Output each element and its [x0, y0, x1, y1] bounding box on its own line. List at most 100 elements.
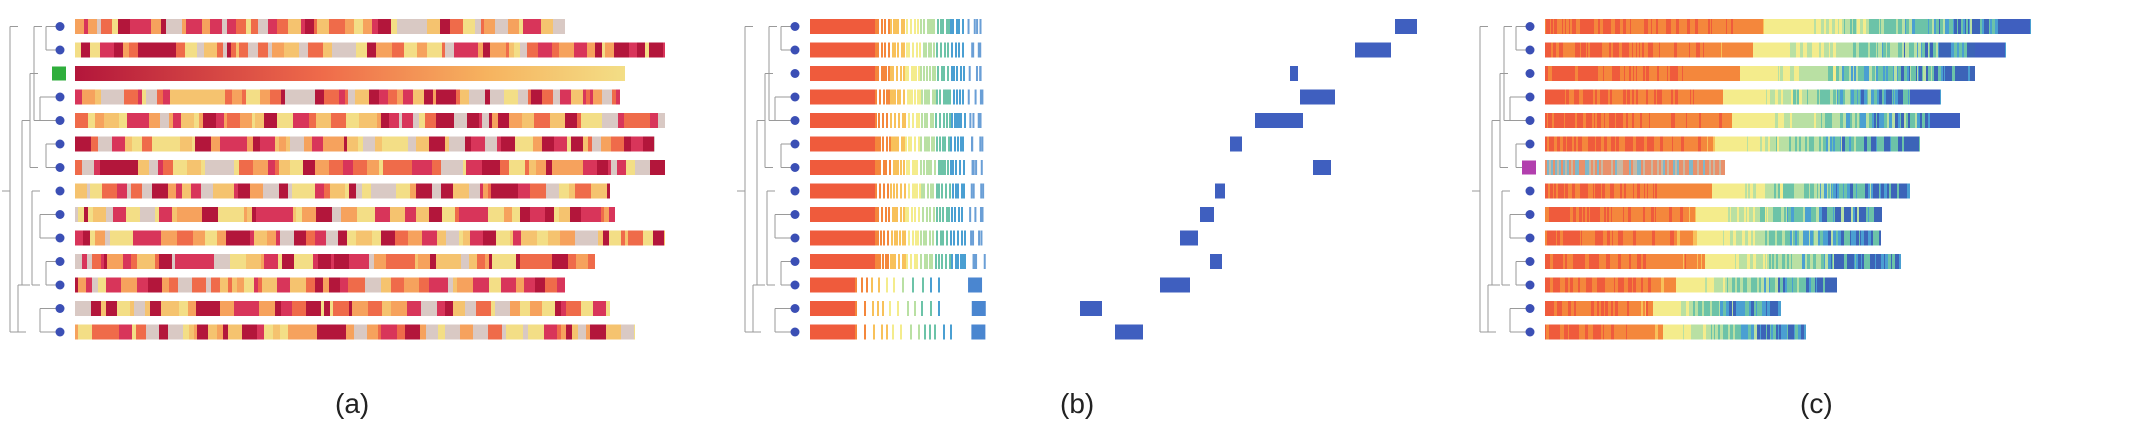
stripe — [917, 89, 919, 105]
stripe — [1695, 183, 1697, 199]
stripe — [1600, 207, 1601, 222]
stripe — [1548, 113, 1550, 128]
segment — [264, 113, 277, 128]
stripe — [1765, 136, 1768, 152]
stripe — [1755, 113, 1757, 128]
stripe — [1745, 230, 1746, 246]
stripe — [1747, 136, 1748, 152]
stripe — [1788, 183, 1791, 199]
stripe — [1895, 254, 1897, 269]
stripe — [1621, 301, 1623, 316]
stripe — [1641, 254, 1643, 269]
segment — [553, 89, 560, 105]
segment — [616, 89, 620, 105]
sequence-row — [75, 207, 615, 222]
stripe — [1765, 230, 1767, 246]
segment — [282, 254, 294, 269]
stripe — [1657, 113, 1660, 128]
stripe — [1566, 42, 1569, 58]
stripe — [1838, 89, 1840, 105]
segment — [581, 207, 587, 222]
stripe — [1740, 136, 1741, 152]
stripe — [1573, 230, 1574, 246]
stripe — [1814, 136, 1815, 152]
stripe — [1861, 66, 1864, 81]
stripe — [1889, 183, 1891, 199]
stripe — [1690, 207, 1691, 222]
stripe — [1669, 230, 1670, 246]
segment — [161, 19, 166, 34]
stripe — [1695, 207, 1696, 222]
stripe — [1844, 254, 1847, 269]
stripe — [1850, 254, 1851, 269]
stripe — [883, 89, 885, 105]
stripe — [1794, 207, 1795, 222]
stripe — [1607, 324, 1609, 340]
stripe — [1748, 230, 1751, 246]
stripe — [936, 42, 938, 58]
tail-stripe — [969, 207, 972, 222]
stripe — [1842, 42, 1844, 58]
stripe — [1704, 136, 1707, 152]
stripe — [1720, 42, 1721, 58]
stripe — [1775, 19, 1778, 34]
segment — [495, 301, 510, 316]
segment — [502, 324, 506, 340]
stripe — [912, 230, 914, 246]
stripe — [1836, 89, 1837, 105]
stripe — [1623, 113, 1626, 128]
stripe — [1713, 136, 1715, 152]
stripe — [1686, 254, 1688, 269]
stripe — [1659, 207, 1662, 222]
stripe — [1969, 19, 1970, 34]
stripe — [1651, 89, 1654, 105]
stripe — [1768, 230, 1769, 246]
stripe — [1551, 160, 1553, 175]
stripe — [1811, 277, 1814, 293]
segment — [246, 19, 251, 34]
stripe — [1759, 183, 1762, 199]
stripe — [1788, 136, 1789, 152]
stripe — [1856, 42, 1858, 58]
stripe — [1697, 254, 1698, 269]
stripe — [1828, 230, 1831, 246]
segment — [293, 113, 309, 128]
stripe — [1792, 136, 1795, 152]
stripe — [1863, 42, 1864, 58]
stripe — [1725, 183, 1727, 199]
stripe — [1849, 136, 1851, 152]
stripe — [1727, 277, 1728, 293]
segment — [477, 254, 485, 269]
stripe — [1797, 89, 1799, 105]
stripe — [927, 183, 929, 199]
stripe — [1778, 207, 1781, 222]
stripe — [1787, 277, 1789, 293]
stripe — [1764, 113, 1766, 128]
stripe — [1658, 230, 1659, 246]
stripe — [1675, 136, 1678, 152]
stripe — [1713, 42, 1714, 58]
stripe — [1743, 136, 1745, 152]
stripe — [1627, 277, 1628, 293]
stripe — [1961, 19, 1963, 34]
stripe — [1694, 89, 1697, 105]
segment — [227, 113, 240, 128]
segment — [546, 183, 559, 199]
segment — [501, 136, 515, 152]
stripe — [1875, 254, 1876, 269]
stripe — [894, 113, 896, 128]
stripe — [1845, 136, 1847, 152]
stripe — [1701, 277, 1703, 293]
segment — [209, 254, 214, 269]
segment — [211, 277, 220, 293]
segment — [338, 230, 347, 246]
stripe — [1729, 113, 1732, 128]
segment — [455, 207, 459, 222]
stripe — [1608, 89, 1610, 105]
tree-branch — [39, 308, 58, 333]
segment — [324, 301, 330, 316]
segment — [137, 277, 148, 293]
stripe — [1772, 113, 1773, 128]
stripe — [1955, 66, 1958, 81]
stripe — [1613, 89, 1615, 105]
